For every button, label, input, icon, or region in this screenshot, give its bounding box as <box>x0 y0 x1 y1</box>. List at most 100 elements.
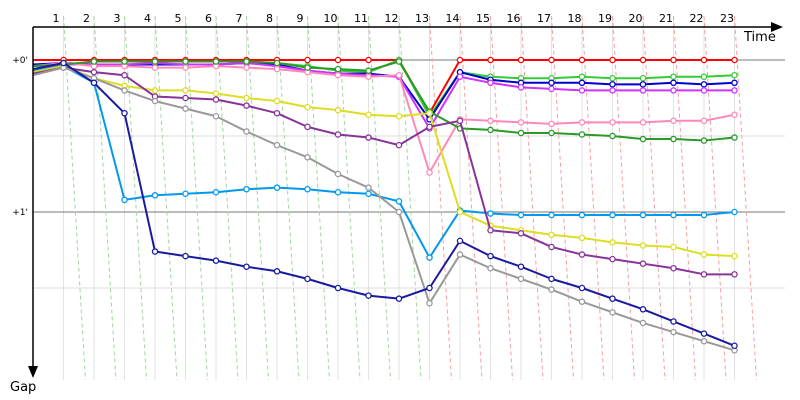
data-point <box>639 74 647 82</box>
data-point <box>426 254 433 261</box>
data-point <box>243 128 250 135</box>
overtake-guide-line <box>154 15 178 381</box>
overtake-guide-line <box>93 15 117 381</box>
overtake-guide-line <box>734 15 757 381</box>
x-tick-label: 16 <box>507 12 521 25</box>
data-point <box>548 286 555 293</box>
x-tick-label: 13 <box>415 12 429 25</box>
data-point <box>182 252 189 260</box>
data-point <box>60 59 67 67</box>
data-point <box>426 123 433 131</box>
data-point <box>670 328 677 336</box>
x-tick-label: 23 <box>720 12 734 25</box>
data-point <box>90 68 98 76</box>
data-point <box>334 284 342 292</box>
overtake-guide-line <box>63 15 86 381</box>
data-point <box>151 87 159 94</box>
data-point <box>395 198 403 205</box>
data-point <box>609 81 616 88</box>
overtake-guide-line <box>642 15 666 381</box>
data-point <box>578 56 586 64</box>
data-point <box>426 284 433 292</box>
data-point <box>334 106 342 114</box>
data-point <box>700 330 708 337</box>
data-point <box>365 292 372 299</box>
data-point <box>273 65 281 73</box>
series-line <box>32 65 735 259</box>
x-tick-label: 12 <box>385 12 399 25</box>
y-tick-label: +1' <box>12 208 28 218</box>
data-point <box>639 260 647 267</box>
data-point <box>212 58 220 65</box>
data-point <box>426 169 433 176</box>
data-point <box>700 73 708 80</box>
data-point <box>700 337 708 345</box>
data-point <box>426 109 433 117</box>
data-point <box>609 239 616 246</box>
y-axis-label: Gap <box>10 380 36 395</box>
data-point <box>578 87 586 94</box>
x-tick-label: 18 <box>568 12 582 25</box>
data-point <box>639 306 647 313</box>
data-point <box>90 79 98 87</box>
data-point <box>731 252 738 260</box>
series-line <box>33 59 735 115</box>
data-point <box>731 134 738 141</box>
data-point <box>731 208 738 216</box>
data-point <box>670 264 677 272</box>
data-point <box>700 81 708 88</box>
data-point <box>639 319 647 327</box>
data-point <box>365 67 372 74</box>
data-point <box>517 230 525 237</box>
data-point <box>212 257 220 264</box>
data-point <box>456 251 464 258</box>
data-point <box>304 275 311 283</box>
data-point <box>517 263 525 270</box>
x-tick-label: 8 <box>266 12 273 25</box>
y-tick-label: +0' <box>12 56 28 66</box>
data-point <box>670 243 677 251</box>
data-point <box>121 109 128 117</box>
data-point <box>700 87 708 94</box>
data-point <box>456 237 464 245</box>
data-point <box>273 184 281 191</box>
data-point <box>151 64 159 71</box>
data-point <box>334 170 342 178</box>
data-point <box>548 231 555 239</box>
overtake-guide-line <box>398 15 422 381</box>
data-point <box>578 234 586 242</box>
data-point <box>334 71 342 79</box>
data-point <box>121 71 128 79</box>
data-point <box>700 137 708 144</box>
data-point <box>487 79 494 87</box>
data-point <box>121 58 128 65</box>
data-point <box>609 74 616 82</box>
data-point <box>304 123 311 131</box>
x-tick-label: 2 <box>83 12 90 25</box>
x-tick-label: 10 <box>324 12 338 25</box>
data-point <box>578 251 586 258</box>
x-tick-label: 15 <box>476 12 490 25</box>
x-tick-label: 19 <box>598 12 612 25</box>
data-point <box>487 210 494 217</box>
data-point <box>609 295 616 302</box>
data-point <box>731 271 738 278</box>
data-point <box>182 87 189 94</box>
data-point <box>517 275 525 283</box>
data-point <box>456 208 464 216</box>
series-line <box>32 66 735 352</box>
data-point <box>395 112 403 120</box>
data-point <box>182 58 189 65</box>
data-point <box>487 56 494 64</box>
data-point <box>731 56 738 64</box>
data-point <box>304 154 311 161</box>
data-point <box>182 94 189 102</box>
series-6 <box>32 58 738 144</box>
series-line <box>32 60 735 142</box>
data-point <box>700 271 708 278</box>
overtake-guide-line <box>612 15 635 381</box>
data-point <box>334 56 342 64</box>
data-point <box>578 79 586 87</box>
data-point <box>212 90 220 97</box>
overtake-guide-line <box>581 15 605 381</box>
